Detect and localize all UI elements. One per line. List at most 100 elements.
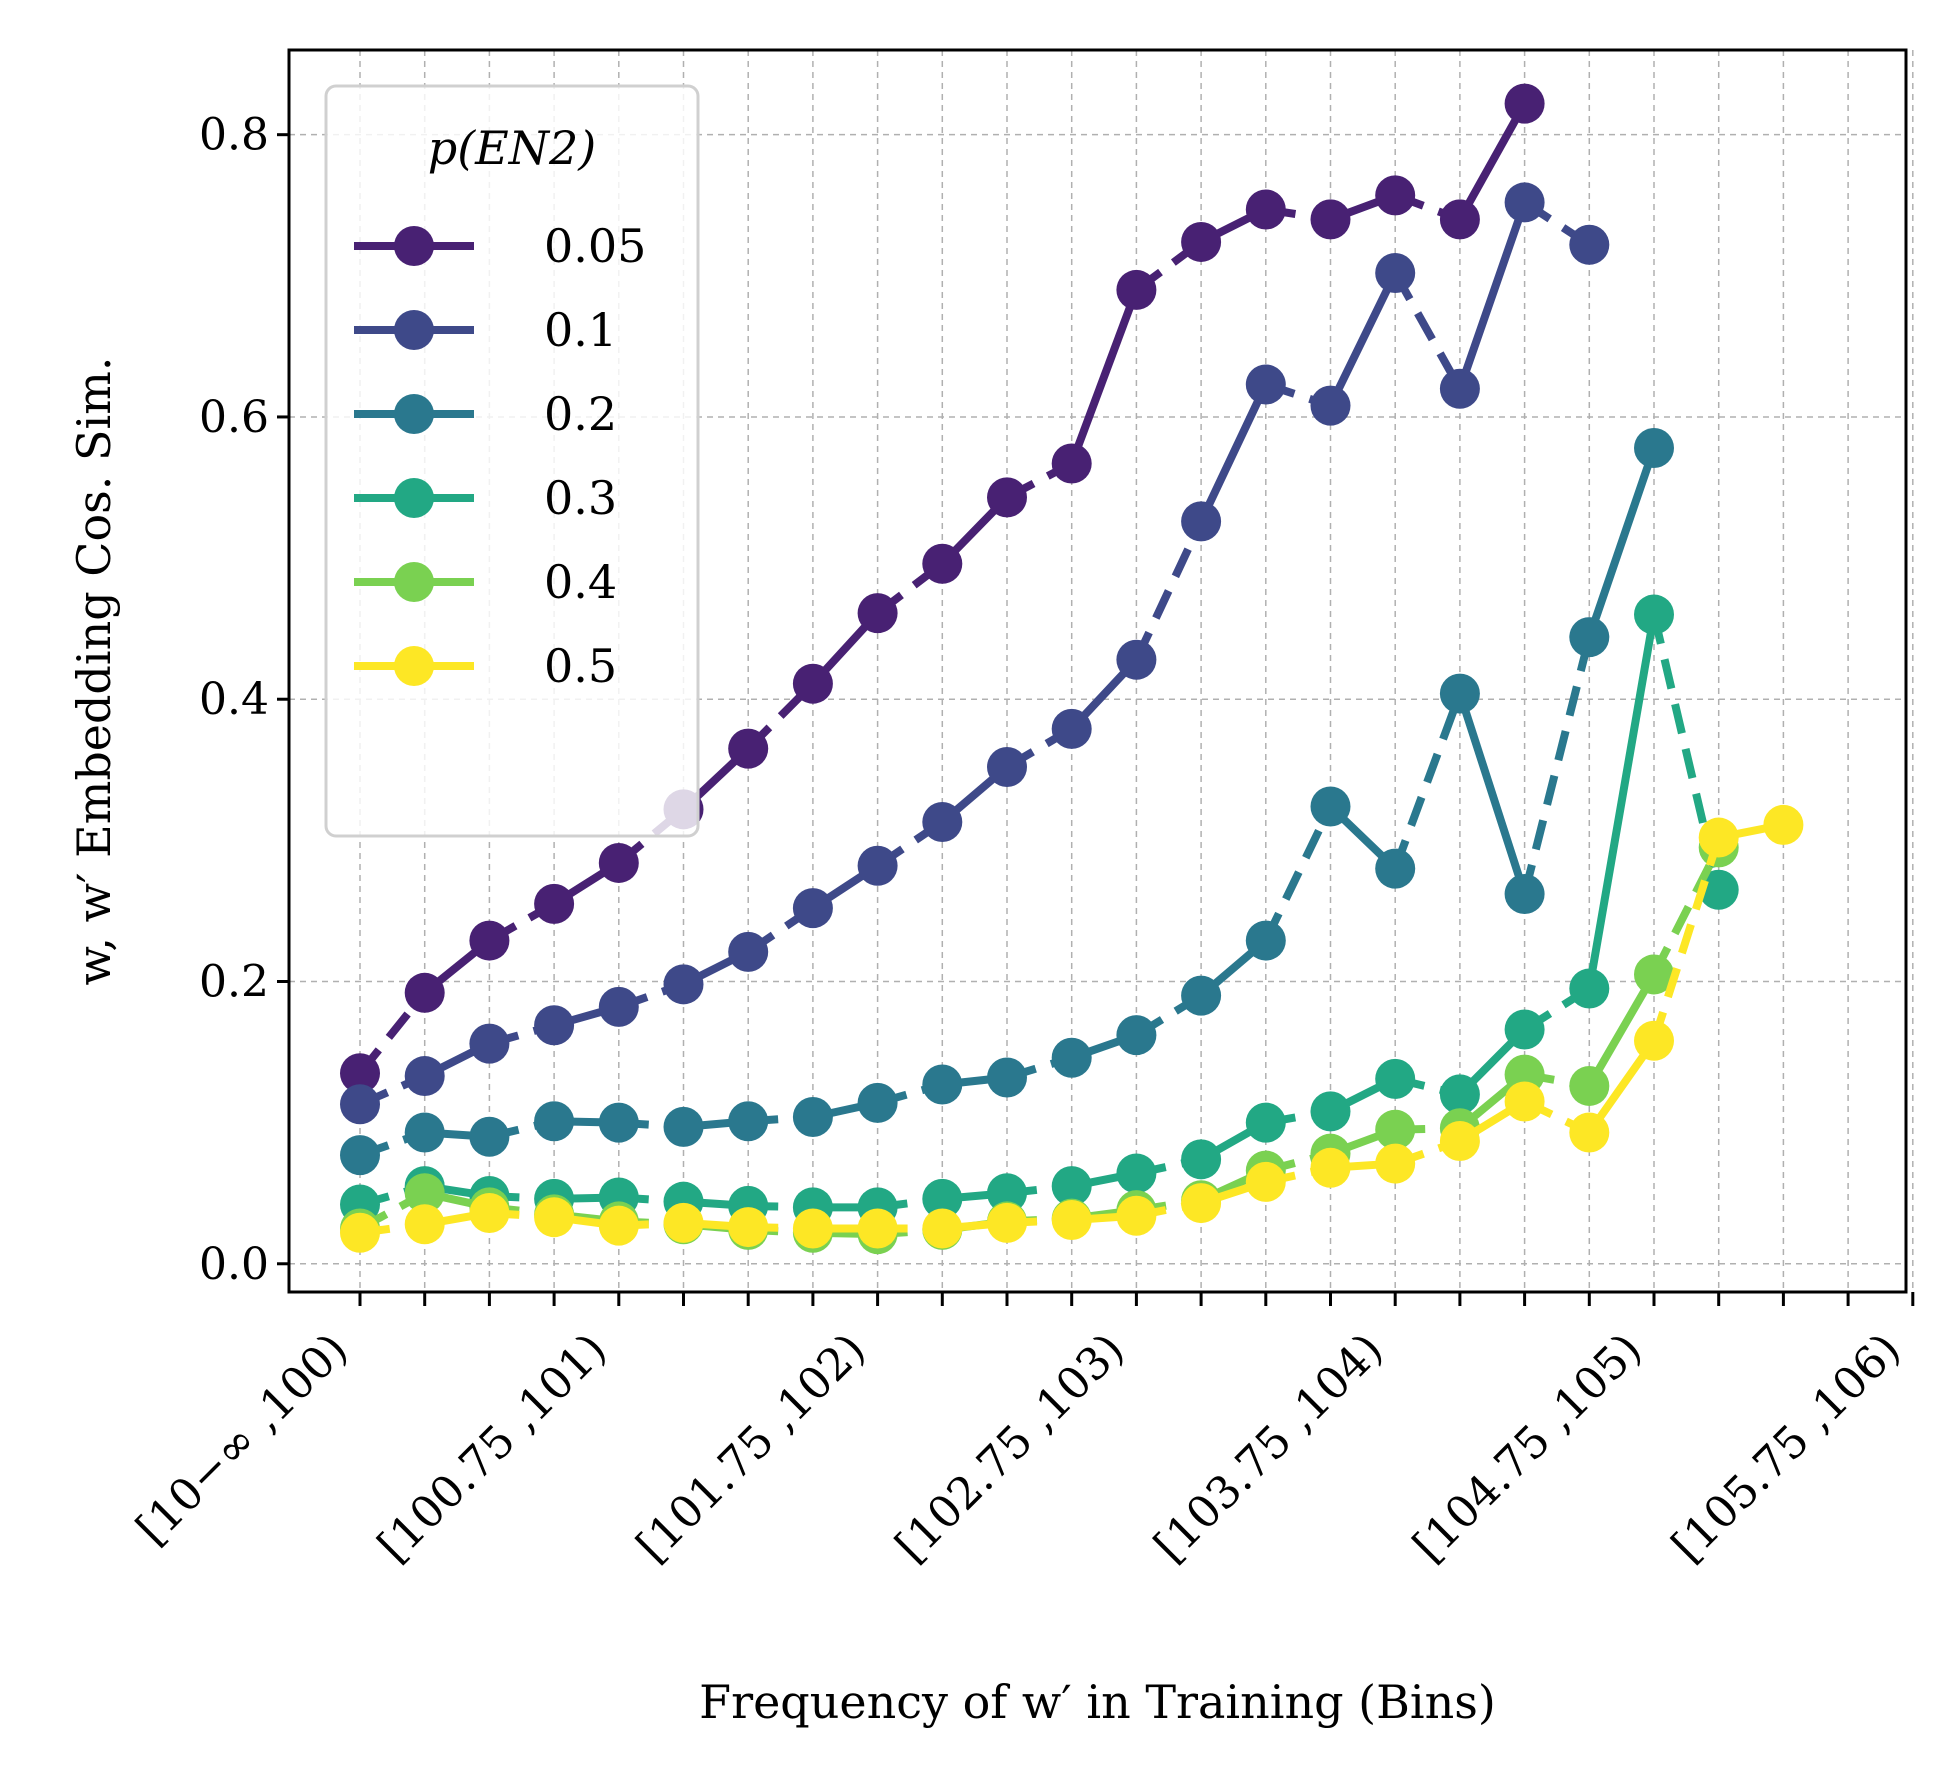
y-axis: 0.0 0.2 0.4 0.6 0.8 <box>199 110 289 1290</box>
legend-entry: 0.05 <box>354 219 646 273</box>
data-point <box>404 972 445 1013</box>
series-line-segment <box>1456 201 1529 391</box>
data-point <box>922 1064 963 1105</box>
data-point <box>1439 673 1480 714</box>
data-point <box>1116 1195 1157 1236</box>
data-point <box>598 986 639 1027</box>
data-point <box>1698 817 1739 858</box>
series-line-segment <box>1585 613 1658 990</box>
series-line-segment <box>1132 519 1205 662</box>
data-point <box>1634 954 1674 995</box>
series-line-segment <box>1197 382 1270 524</box>
data-point <box>728 728 769 769</box>
data-point <box>1310 385 1351 426</box>
y-tick-label: 0.8 <box>199 110 269 161</box>
data-point <box>1051 1037 1092 1078</box>
y-tick-label: 0.6 <box>199 392 269 443</box>
legend-entry: 0.5 <box>354 639 617 693</box>
data-point <box>469 1192 510 1233</box>
series-0.5 <box>340 804 1804 1253</box>
data-point <box>1181 221 1222 262</box>
data-point <box>1375 1143 1416 1184</box>
data-point <box>987 1173 1027 1214</box>
legend-label: 0.1 <box>544 303 617 357</box>
legend-marker <box>394 394 434 434</box>
data-point <box>1116 1015 1157 1056</box>
data-point <box>1698 869 1739 910</box>
data-point <box>663 1106 704 1147</box>
data-point <box>987 746 1027 787</box>
data-point <box>1439 368 1480 409</box>
data-point <box>922 1178 963 1219</box>
data-point <box>1245 1102 1286 1143</box>
data-point <box>857 1082 898 1123</box>
series-line-segment <box>1585 972 1658 1088</box>
y-tick-label: 0.0 <box>199 1239 269 1290</box>
data-point <box>1763 804 1804 845</box>
series-line-segment <box>1391 692 1464 870</box>
data-point <box>1569 1065 1610 1106</box>
legend-entry: 0.3 <box>354 471 617 525</box>
data-point <box>1181 1139 1222 1180</box>
data-point <box>1504 873 1545 914</box>
series-line-segment <box>1262 804 1335 943</box>
data-point <box>922 543 963 584</box>
legend-label: 0.2 <box>544 387 617 441</box>
legend: p(EN2) 0.05 0.1 0.2 0.3 0.4 0.5 <box>324 84 700 838</box>
legend-marker <box>394 478 434 518</box>
data-point <box>1181 975 1222 1016</box>
y-tick-label: 0.4 <box>199 674 269 725</box>
series-line-segment <box>1391 271 1464 391</box>
data-point <box>1634 1020 1674 1061</box>
data-point <box>1310 199 1351 240</box>
series-line-segment <box>1326 271 1399 408</box>
legend-entry: 0.4 <box>354 555 617 609</box>
data-point <box>728 931 769 972</box>
data-point <box>1310 1091 1351 1132</box>
y-axis-label: w, w′ Embedding Cos. Sim. <box>67 357 121 986</box>
data-point <box>1310 786 1351 827</box>
data-point <box>534 1197 575 1238</box>
series-0.3 <box>340 594 1739 1228</box>
data-point <box>340 1053 380 1094</box>
data-point <box>1051 1166 1092 1207</box>
data-point <box>469 1116 510 1157</box>
data-point <box>469 1023 510 1064</box>
series-line-segment <box>1067 288 1141 465</box>
data-point <box>1051 1200 1092 1241</box>
data-point <box>598 1205 639 1246</box>
x-axis-label: Frequency of w′ in Training (Bins) <box>699 1675 1496 1729</box>
data-point <box>1051 708 1092 749</box>
data-point <box>1116 1153 1157 1194</box>
data-point <box>857 845 898 886</box>
legend-marker <box>394 310 434 350</box>
data-point <box>1116 269 1157 310</box>
series-line-segment <box>1456 692 1529 896</box>
data-point <box>598 1102 639 1143</box>
data-point <box>404 1112 445 1153</box>
data-point <box>1634 594 1674 635</box>
data-point <box>1569 617 1610 658</box>
legend-box <box>324 84 700 838</box>
series-line-segment <box>1585 446 1658 639</box>
data-point <box>340 1212 380 1253</box>
data-point <box>792 1096 833 1137</box>
data-point <box>663 964 704 1005</box>
data-point <box>469 920 510 961</box>
data-point <box>404 1173 445 1214</box>
data-point <box>404 1056 445 1097</box>
legend-marker <box>394 226 434 266</box>
series-line-segment <box>1456 101 1529 222</box>
data-point <box>922 802 963 843</box>
legend-label: 0.4 <box>544 555 617 609</box>
data-point <box>663 1202 704 1243</box>
data-point <box>728 1101 769 1142</box>
data-point <box>1439 1120 1480 1161</box>
data-point <box>792 1208 833 1249</box>
data-point <box>1375 252 1416 293</box>
data-point <box>857 593 898 634</box>
data-point <box>598 842 639 883</box>
data-point <box>1181 501 1222 542</box>
data-point <box>340 1084 380 1125</box>
series-0.2 <box>340 428 1674 1176</box>
